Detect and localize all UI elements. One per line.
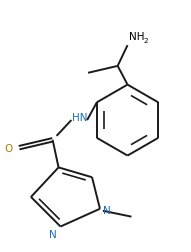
Text: N: N (49, 231, 57, 240)
Text: O: O (4, 144, 12, 154)
Text: HN: HN (72, 113, 88, 123)
Text: N: N (103, 206, 111, 216)
Text: 2: 2 (143, 38, 148, 44)
Text: NH: NH (129, 32, 145, 42)
